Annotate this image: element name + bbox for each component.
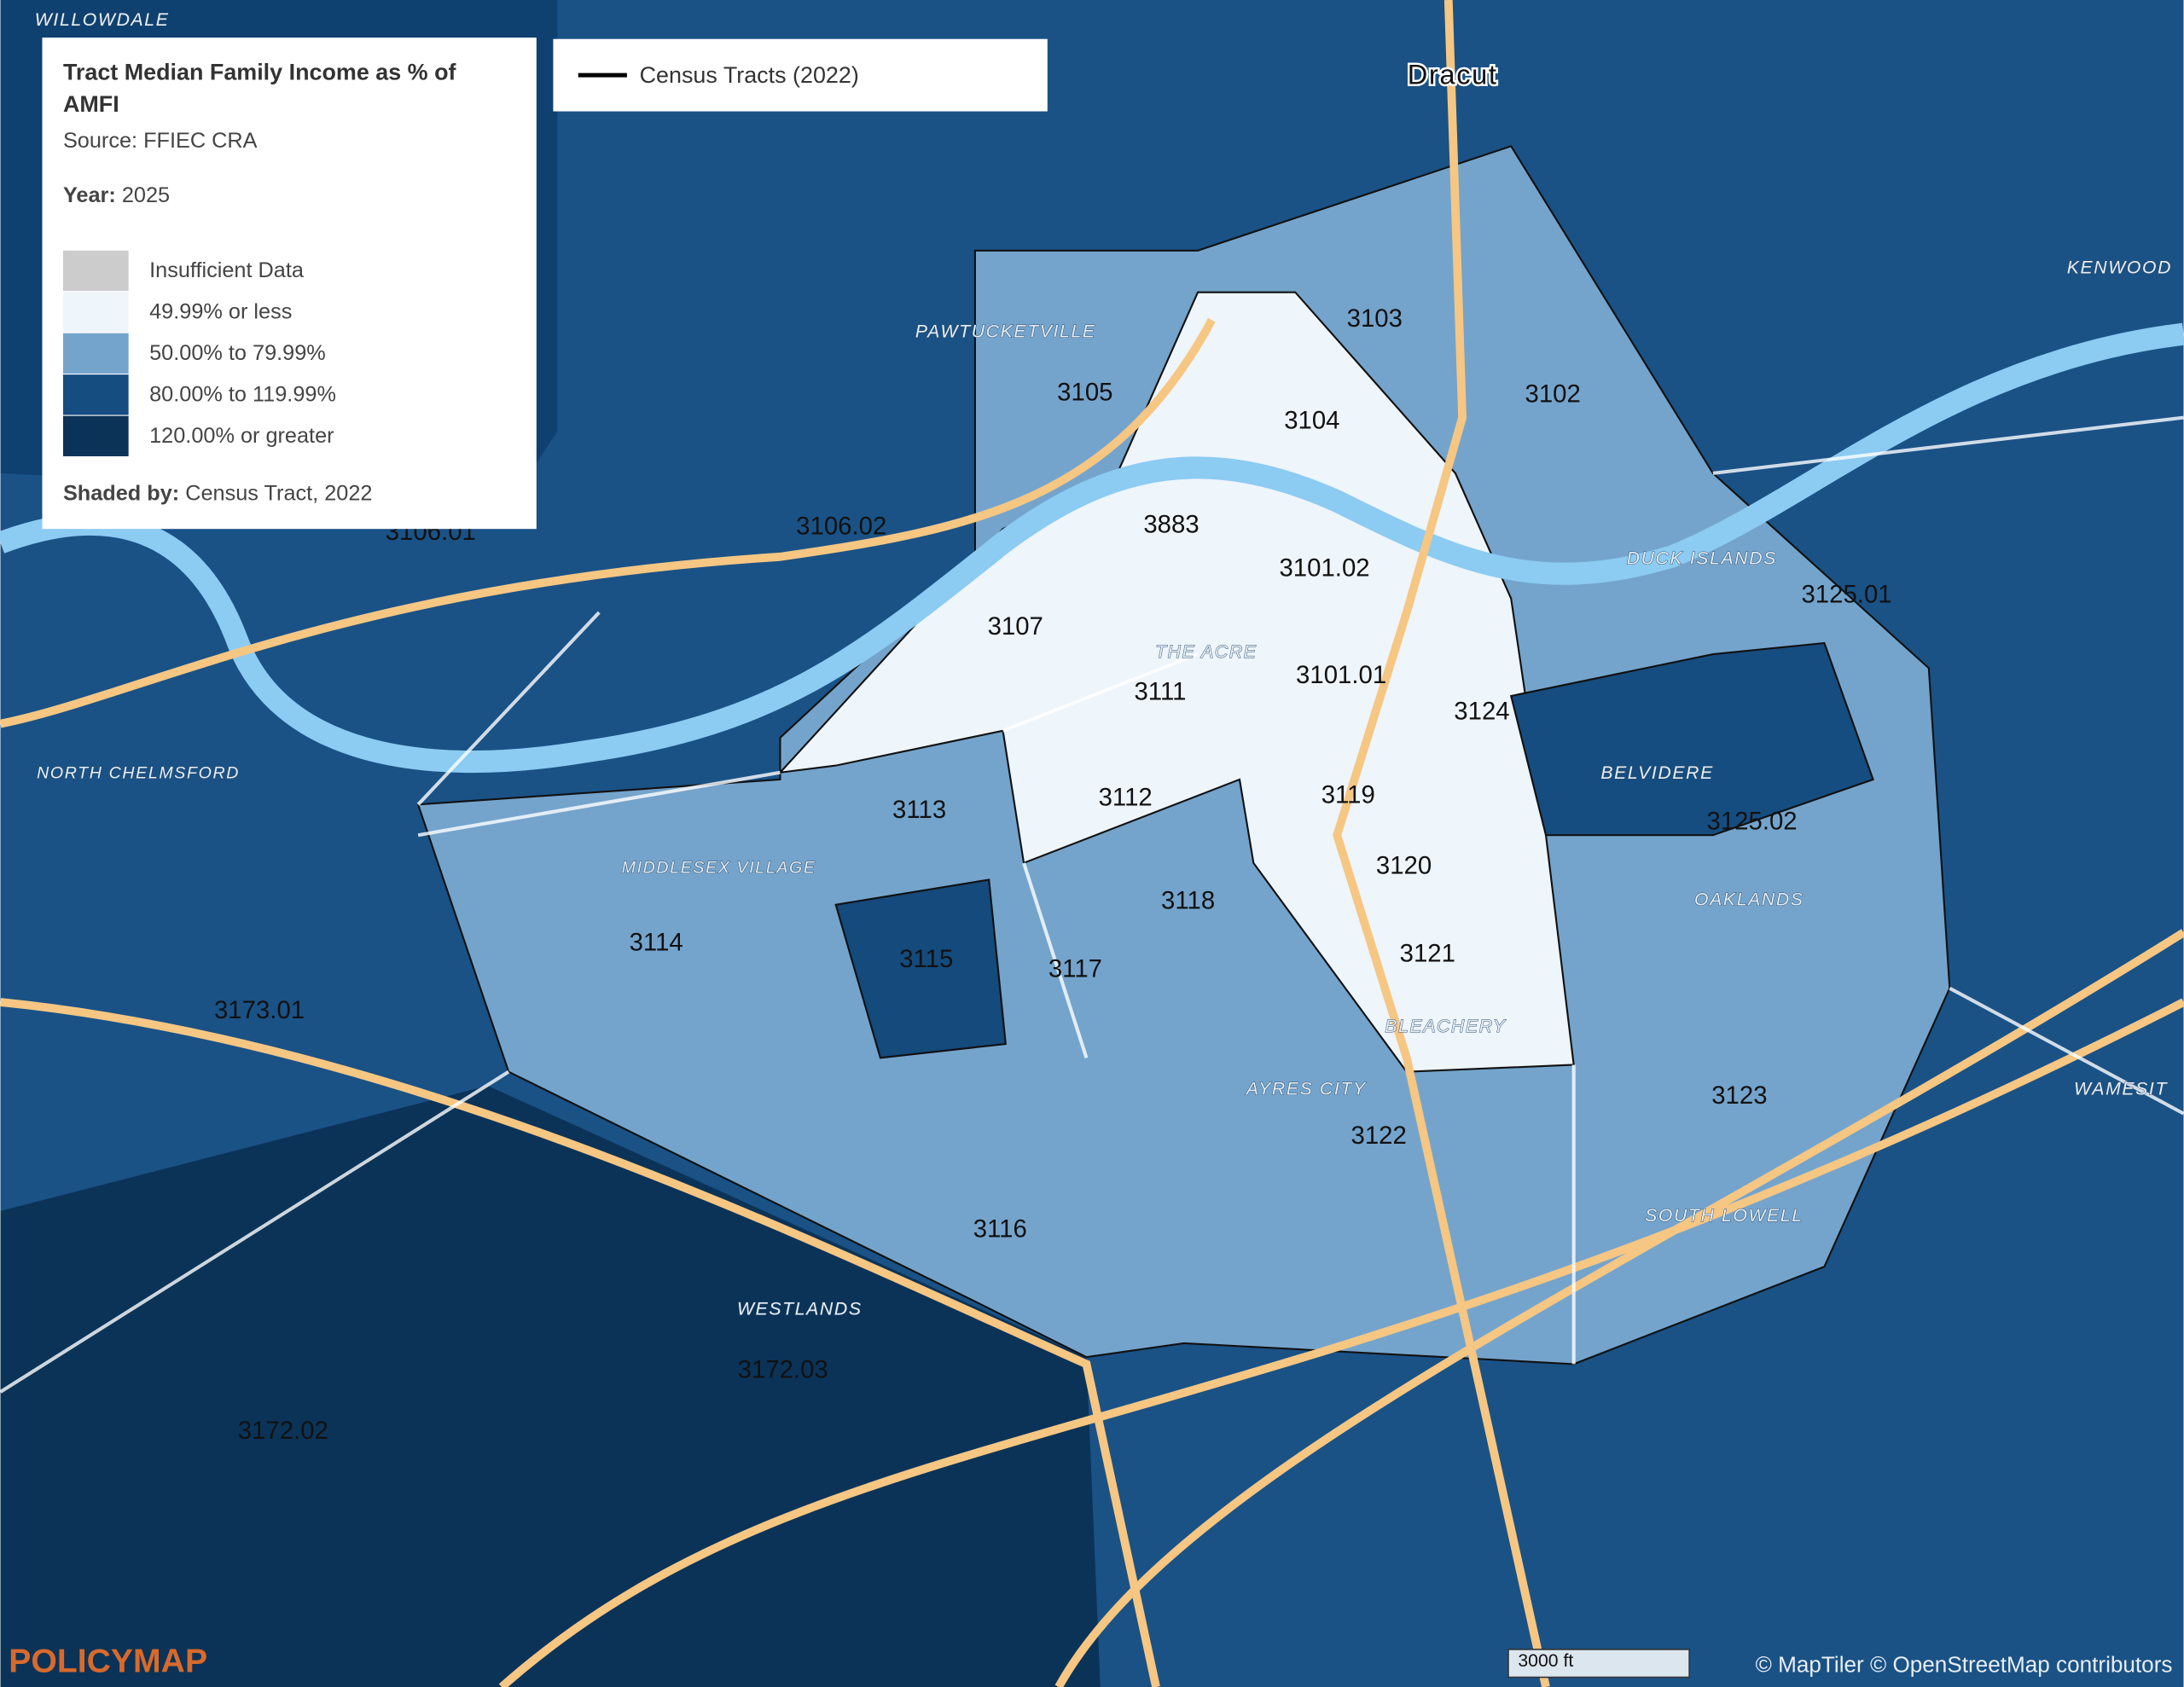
legend-swatch [62,333,129,374]
legend-shaded-value: Census Tract, 2022 [179,481,372,505]
legend-swatch [62,250,129,292]
logo: POLICYMAP [9,1644,207,1680]
legend-label: Insufficient Data [149,258,305,282]
tract-area [1509,641,1874,837]
place-label: WILLOWDALE [35,10,170,30]
tract-label: 3111 [1134,678,1186,706]
place-label: Dracut [1408,58,1498,90]
road [0,415,2184,1394]
legend-year-label: Year: [63,183,116,207]
legend-source: Source: FFIEC CRA [63,129,258,153]
place-label: NORTH CHELMSFORD [37,764,240,783]
tract-label: 3104 [1284,406,1339,434]
tract-label: 3101.01 [1296,661,1386,689]
legend-label: 80.00% to 119.99% [149,382,336,406]
tract-label: 3107 [988,612,1043,641]
legend-swatch [62,374,129,415]
place-label: KENWOOD [2067,258,2172,278]
tract-label: 3172.03 [738,1355,828,1383]
tract-label: 3125.02 [1707,807,1798,835]
tract-label: 3883 [1143,511,1199,539]
scale-label: 3000 ft [1518,1651,1573,1671]
attribution: © MapTiler © OpenStreetMap contributors [1756,1651,2173,1677]
legend-label: 49.99% or less [149,299,292,323]
place-label: DUCK ISLANDS [1627,549,1777,569]
legend-shaded-label: Shaded by: [63,481,179,505]
tract-label: 3124 [1454,697,1509,725]
place-label: WAMESIT [2074,1079,2168,1099]
tract-area [777,291,1575,1073]
place-label: AYRES CITY [1245,1079,1367,1099]
tract-label: 3172.02 [238,1417,328,1445]
legend-swatch [62,292,129,333]
place-label: THE ACRE [1155,642,1257,662]
place-label: PAWTUCKETVILLE [915,322,1096,342]
tract-label: 3125.01 [1801,580,1891,608]
tract-label: 3106.02 [796,512,886,540]
tract-label: 3173.01 [214,996,305,1024]
tract-label: 3120 [1376,852,1432,880]
legend-label: 50.00% to 79.99% [149,341,326,365]
tract-label: 3121 [1400,939,1455,967]
legend-year: Year: 2025 [63,183,170,207]
tract-label: 3116 [973,1215,1027,1243]
layer-legend-panel [553,38,1048,112]
layer-legend-label: Census Tracts (2022) [640,62,859,88]
tract-label: 3119 [1321,780,1375,809]
tract-label: 3101.02 [1279,554,1369,582]
place-label: BELVIDERE [1600,763,1714,783]
place-label: BLEACHERY [1385,1017,1507,1036]
place-label: MIDDLESEX VILLAGE [622,859,816,878]
place-label: OAKLANDS [1694,890,1804,910]
legend-items: Insufficient Data 49.99% or less 50.00% to… [62,250,336,456]
legend-swatch [62,415,129,456]
tract-label: 3102 [1525,380,1581,408]
tract-label: 3115 [899,945,953,973]
tract-label: 3123 [1711,1081,1767,1110]
place-label: SOUTH LOWELL [1645,1206,1804,1226]
legend-shaded: Shaded by: Census Tract, 2022 [63,481,373,505]
tract-label: 3114 [630,928,683,956]
legend-title: Tract Median Family Income as % of [63,60,457,85]
river [0,322,2184,774]
tract-label: 3117 [1048,954,1102,983]
place-label: WESTLANDS [737,1299,863,1319]
tract-label: 3105 [1057,379,1112,407]
tract-label: 3122 [1351,1122,1407,1150]
tract-area [0,1085,1101,1687]
scale-bar [1507,1649,1690,1678]
tract-label: 3118 [1161,886,1215,914]
legend-label: 120.00% or greater [149,424,334,448]
legend-title: AMFI [63,91,119,117]
tract-label: 3113 [892,796,946,824]
tract-area [834,878,1007,1059]
legend-year-value: 2025 [116,183,170,207]
tract-label: 3112 [1099,784,1153,812]
tract-label: 3103 [1347,304,1403,333]
